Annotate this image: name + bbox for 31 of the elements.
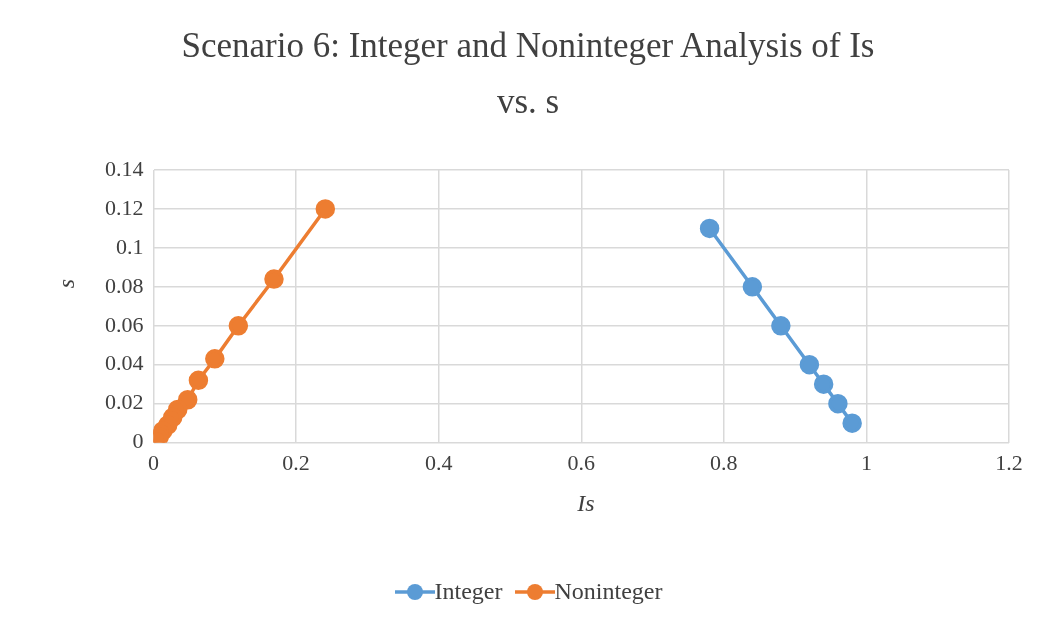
x-tick-label: 1 — [860, 449, 872, 475]
x-tick-label: 1.2 — [995, 449, 1023, 475]
point — [771, 316, 791, 336]
point — [699, 218, 720, 239]
legend-label: Integer — [434, 578, 503, 605]
y-tick-label: 0 — [132, 428, 144, 454]
x-tick-label: 0.4 — [424, 449, 453, 475]
y-tick-label: 0.06 — [105, 311, 144, 337]
point — [828, 393, 848, 414]
y-tick-label: 0.12 — [105, 194, 144, 220]
y-tick-label: 0.14 — [105, 155, 144, 181]
point — [813, 374, 834, 394]
x-tick-label: 0.8 — [710, 449, 738, 475]
point — [228, 316, 249, 336]
point — [742, 277, 763, 297]
y-tick-label: 0.1 — [116, 233, 144, 259]
point — [264, 269, 284, 289]
point — [842, 413, 862, 433]
x-axis-title: Is — [576, 490, 596, 517]
legend-label: Noninteger — [554, 578, 663, 605]
point — [188, 370, 209, 391]
x-tick-label: 0.2 — [282, 449, 310, 475]
point — [205, 349, 225, 369]
y-axis-title: s — [53, 278, 81, 289]
x-tick-label: 0.6 — [567, 449, 595, 475]
y-tick-label: 0.04 — [105, 350, 144, 376]
y-tick-label: 0.02 — [105, 389, 144, 415]
y-tick-label: 0.08 — [105, 272, 144, 298]
point — [315, 199, 336, 219]
chart-title: Scenario 6: Integer and Noninteger Analysis of Is vs. s — [181, 26, 875, 121]
point — [799, 354, 820, 375]
